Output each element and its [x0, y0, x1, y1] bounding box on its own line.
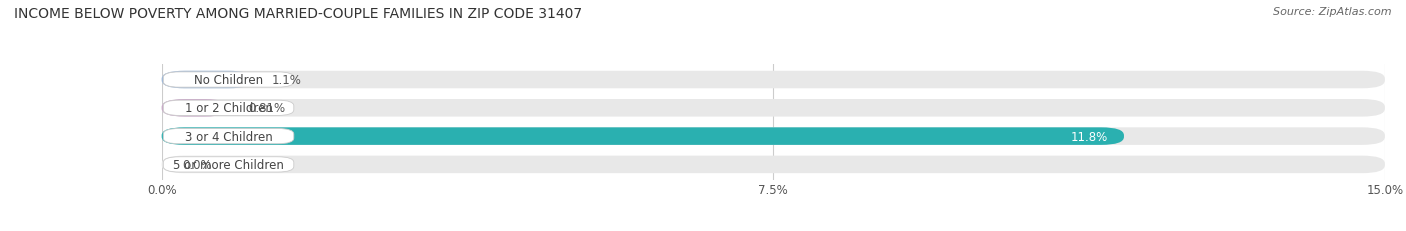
FancyBboxPatch shape [162, 71, 1385, 89]
Text: 3 or 4 Children: 3 or 4 Children [184, 130, 273, 143]
FancyBboxPatch shape [162, 156, 1385, 173]
Text: 11.8%: 11.8% [1070, 130, 1108, 143]
FancyBboxPatch shape [162, 71, 252, 89]
Text: 1 or 2 Children: 1 or 2 Children [184, 102, 273, 115]
Text: 5 or more Children: 5 or more Children [173, 158, 284, 171]
FancyBboxPatch shape [163, 73, 294, 88]
Text: 0.81%: 0.81% [247, 102, 285, 115]
FancyBboxPatch shape [162, 128, 1385, 145]
FancyBboxPatch shape [162, 100, 228, 117]
Text: 1.1%: 1.1% [271, 74, 302, 87]
FancyBboxPatch shape [162, 100, 1385, 117]
FancyBboxPatch shape [163, 101, 294, 116]
Text: Source: ZipAtlas.com: Source: ZipAtlas.com [1274, 7, 1392, 17]
Text: INCOME BELOW POVERTY AMONG MARRIED-COUPLE FAMILIES IN ZIP CODE 31407: INCOME BELOW POVERTY AMONG MARRIED-COUPL… [14, 7, 582, 21]
Text: No Children: No Children [194, 74, 263, 87]
FancyBboxPatch shape [163, 157, 294, 172]
FancyBboxPatch shape [163, 129, 294, 144]
FancyBboxPatch shape [162, 128, 1123, 145]
Text: 0.0%: 0.0% [183, 158, 212, 171]
